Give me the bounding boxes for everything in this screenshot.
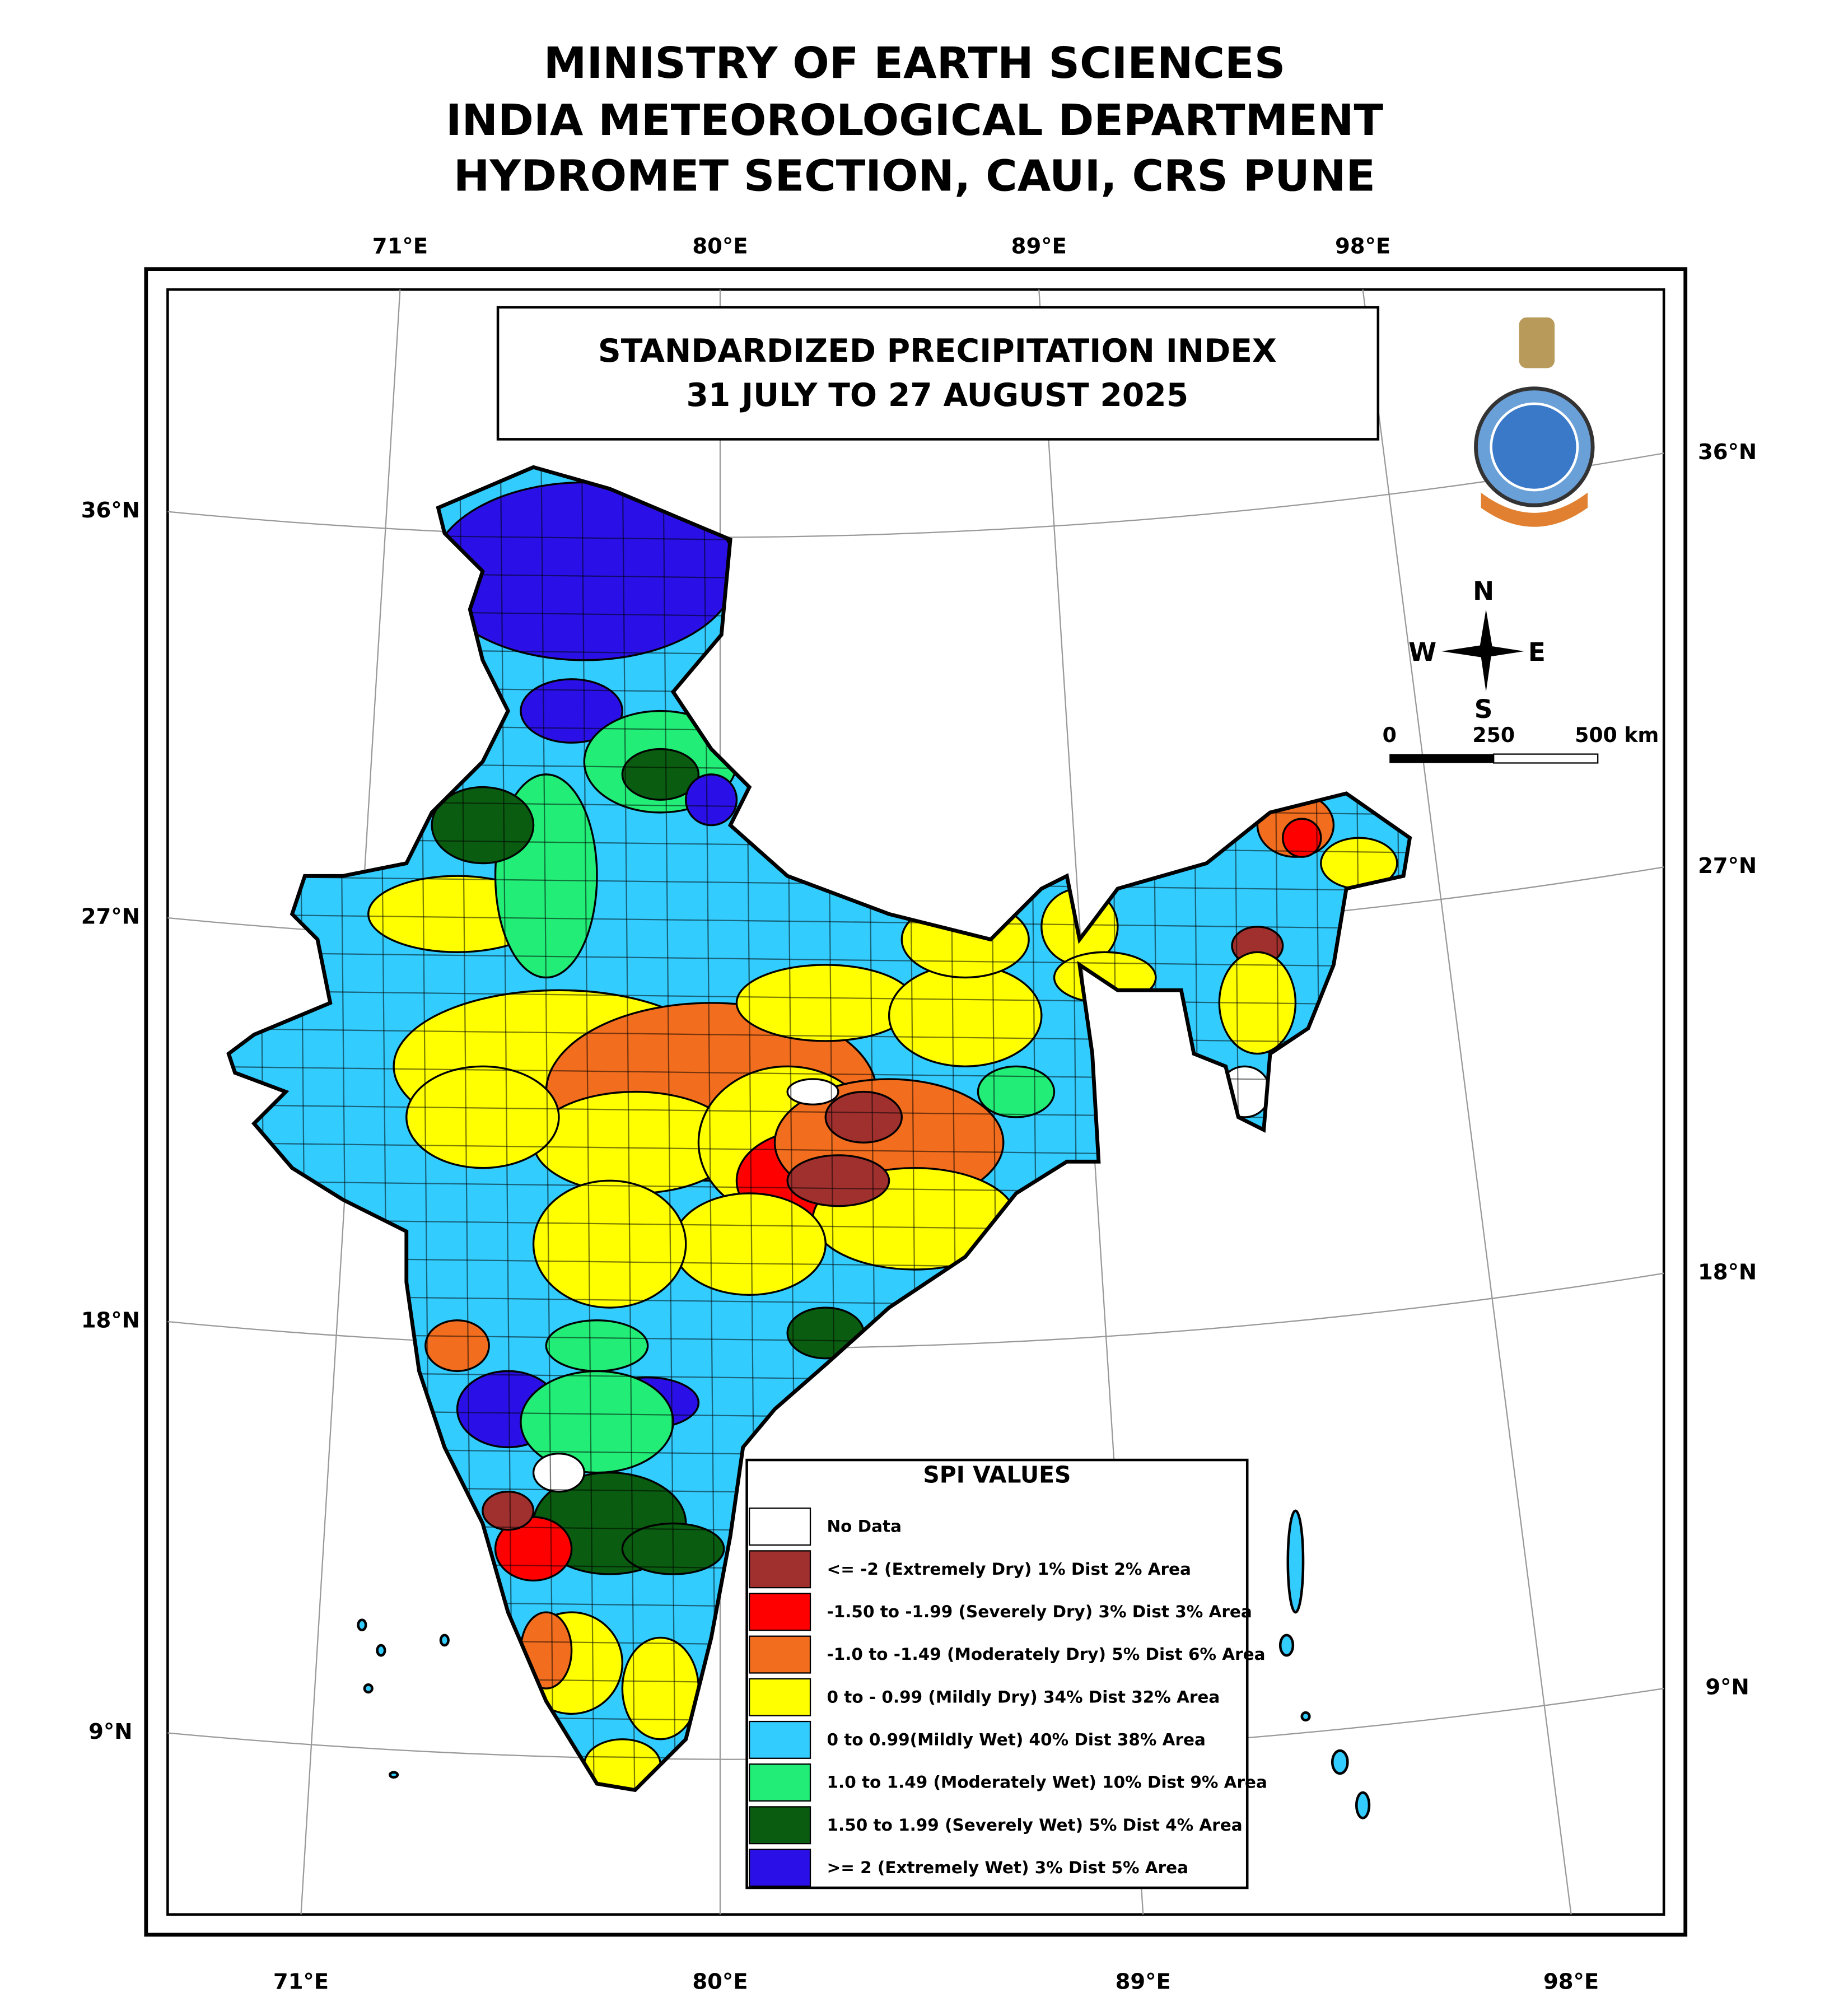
district-patch [545, 1319, 649, 1373]
legend-label: <= -2 (Extremely Dry) 1% Dist 2% Area [827, 1560, 1191, 1579]
legend-swatch [749, 1806, 811, 1845]
district-patch [494, 1516, 573, 1582]
legend-title: SPI VALUES [923, 1462, 1071, 1488]
legend-swatch [749, 1720, 811, 1759]
map-frame [144, 267, 1688, 1937]
legend-label: 0 to - 0.99 (Mildly Dry) 34% Dist 32% Ar… [827, 1687, 1220, 1706]
legend-label: >= 2 (Extremely Wet) 3% Dist 5% Area [827, 1858, 1188, 1877]
graticule-label: 71°E [372, 234, 428, 259]
district-boundary [228, 951, 1410, 968]
district-patch [685, 773, 738, 827]
district-patch [672, 1192, 827, 1296]
district-patch [786, 1078, 839, 1105]
scale-label: 250 [1472, 723, 1515, 747]
legend-swatch [749, 1678, 811, 1716]
district-boundary [581, 467, 595, 1790]
graticule-label: 27°N [81, 904, 140, 930]
graticule-label: 36°N [1698, 440, 1757, 465]
district-boundary [228, 990, 1410, 1006]
legend-swatch [749, 1508, 811, 1546]
graticule-label: 9°N [88, 1719, 132, 1744]
legend-label: 0 to 0.99(Mildly Wet) 40% Dist 38% Area [827, 1730, 1205, 1749]
district-boundary [622, 467, 636, 1790]
district-boundary [228, 913, 1410, 930]
district-boundary [228, 1104, 1410, 1121]
district-patch [532, 1179, 687, 1309]
graticule-label: 18°N [1698, 1259, 1757, 1285]
graticule-label: 9°N [1705, 1675, 1749, 1700]
legend-box [745, 1458, 1249, 1889]
district-patch [977, 1065, 1056, 1118]
compass-label: N [1473, 576, 1494, 606]
district-boundary [662, 467, 676, 1790]
district-patch [621, 748, 700, 801]
legend-swatch [749, 1849, 811, 1887]
district-patch [824, 1090, 903, 1144]
graticule-label: 98°E [1543, 1970, 1599, 1995]
district-boundary [228, 1028, 1410, 1044]
legend-swatch [749, 1593, 811, 1631]
district-patch [786, 1154, 890, 1207]
islands [357, 1509, 1371, 1819]
legend-label: 1.0 to 1.49 (Moderately Wet) 10% Dist 9%… [827, 1773, 1267, 1792]
graticule-label: 36°N [81, 498, 140, 523]
legend-label: No Data [827, 1517, 902, 1536]
district-patch [482, 1491, 535, 1531]
scale-label: 500 km [1575, 723, 1659, 747]
header-line: HYDROMET SECTION, CAUI, CRS PUNE [454, 151, 1375, 202]
map-frame-inner [166, 288, 1665, 1916]
graticule-label: 71°E [273, 1970, 329, 1995]
imd-emblem [1474, 317, 1595, 527]
map-title: STANDARDIZED PRECIPITATION INDEX [598, 333, 1277, 370]
graticule-label: 80°E [692, 234, 748, 259]
graticule-label: 98°E [1335, 234, 1390, 259]
title-box [496, 306, 1380, 441]
district-patch [532, 1453, 585, 1493]
district-boundary [540, 467, 554, 1790]
compass-label: W [1408, 637, 1436, 667]
legend-swatch [749, 1763, 811, 1802]
map-title: 31 JULY TO 27 AUGUST 2025 [686, 377, 1188, 414]
compass-label: S [1474, 694, 1493, 724]
district-patch [735, 964, 916, 1042]
district-patch [431, 786, 535, 865]
district-patch [424, 1319, 490, 1373]
district-patch [405, 1065, 560, 1169]
scale-bar: 0 250 500 km [1383, 723, 1659, 764]
district-boundary [228, 1066, 1410, 1082]
compass-label: E [1528, 637, 1546, 667]
legend-label: -1.0 to -1.49 (Moderately Dry) 5% Dist 6… [827, 1645, 1265, 1664]
graticule-label: 18°N [81, 1308, 140, 1333]
district-patch [520, 678, 624, 744]
legend-swatch [749, 1550, 811, 1589]
graticule-label: 27°N [1698, 853, 1757, 879]
graticule-label: 80°E [692, 1970, 748, 1995]
legend-label: 1.50 to 1.99 (Severely Wet) 5% Dist 4% A… [827, 1816, 1242, 1835]
legend-swatch [749, 1635, 811, 1674]
header-line: MINISTRY OF EARTH SCIENCES [544, 38, 1286, 88]
legend: No Data <= -2 (Extremely Dry) 1% Dist 2% … [749, 1508, 1267, 1887]
district-patch [1282, 818, 1322, 858]
graticule-label: 89°E [1116, 1970, 1171, 1995]
scale-label: 0 [1383, 723, 1397, 747]
header-line: INDIA METEOROLOGICAL DEPARTMENT [446, 95, 1384, 146]
legend-label: -1.50 to -1.99 (Severely Dry) 3% Dist 3%… [827, 1602, 1252, 1621]
district-boundary [500, 467, 514, 1790]
compass-rose: N E S W [1408, 576, 1546, 724]
graticule-label: 89°E [1011, 234, 1067, 259]
